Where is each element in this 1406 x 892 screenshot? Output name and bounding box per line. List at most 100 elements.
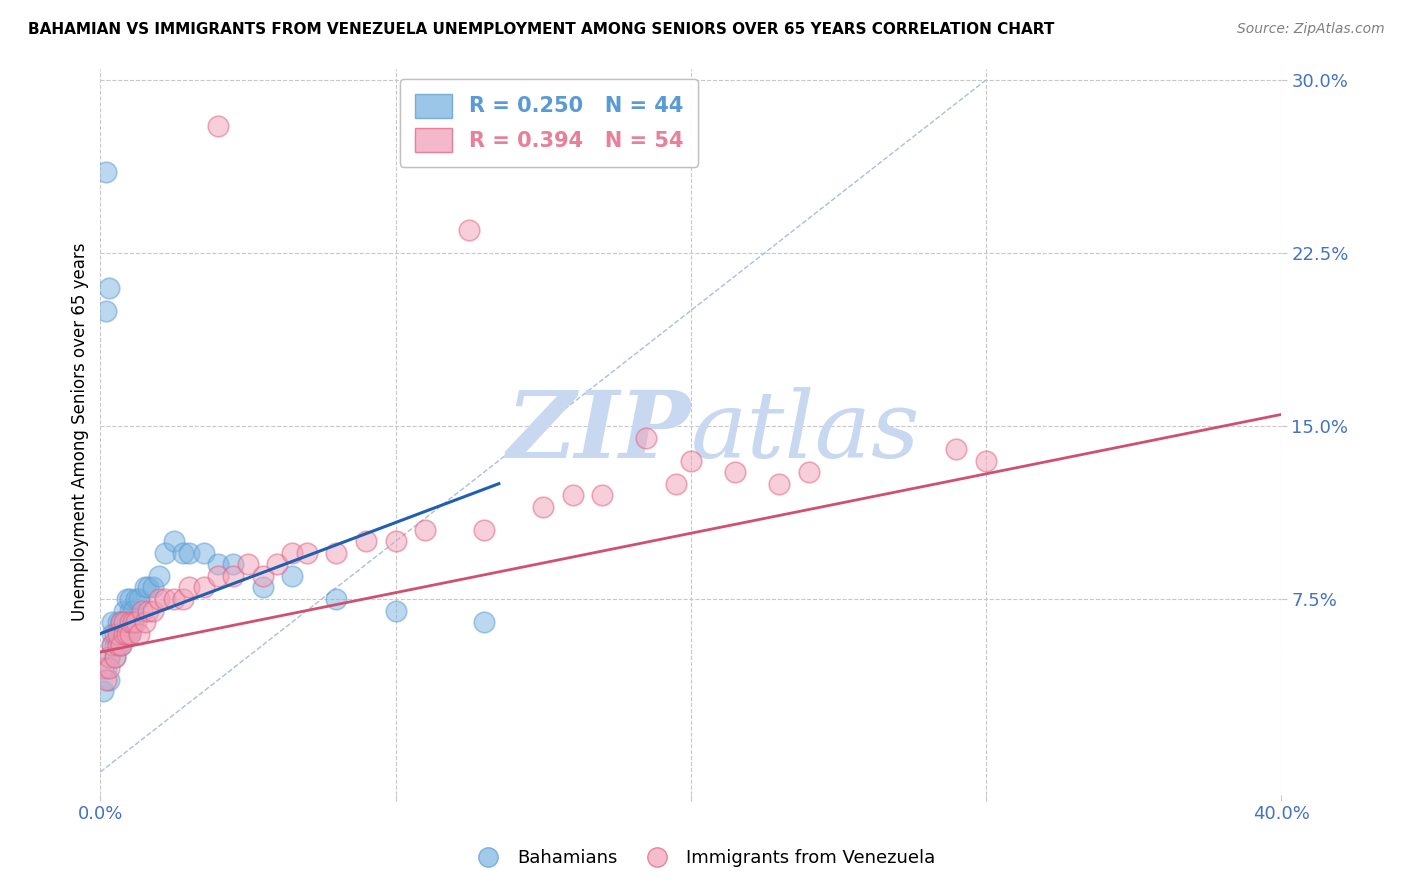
Point (266, 558, 288, 572)
Point (118, 626, 141, 640)
Point (163, 534, 186, 549)
Y-axis label: Unemployment Among Seniors over 65 years: Unemployment Among Seniors over 65 years (72, 243, 89, 621)
Point (281, 569, 304, 583)
Point (134, 581, 156, 595)
Point (118, 626, 141, 640)
Point (797, 465, 820, 479)
Point (172, 592, 194, 607)
Point (281, 546, 304, 560)
Point (115, 592, 138, 607)
Point (207, 558, 229, 572)
Point (354, 534, 377, 549)
Text: BAHAMIAN VS IMMIGRANTS FROM VENEZUELA UNEMPLOYMENT AMONG SENIORS OVER 65 YEARS C: BAHAMIAN VS IMMIGRANTS FROM VENEZUELA UN… (28, 22, 1054, 37)
Point (118, 603, 141, 617)
Point (107, 626, 129, 640)
Point (768, 476, 790, 491)
Point (155, 592, 177, 607)
Point (112, 626, 135, 640)
Point (207, 119, 229, 133)
Point (193, 581, 215, 595)
Point (96, 165, 118, 179)
Point (172, 546, 194, 560)
Point (325, 592, 347, 607)
Point (222, 569, 245, 583)
Text: ZIP: ZIP (506, 387, 690, 477)
Legend: R = 0.250   N = 44, R = 0.394   N = 54: R = 0.250 N = 44, R = 0.394 N = 54 (401, 78, 697, 167)
Point (591, 488, 613, 502)
Point (96, 303, 118, 318)
Point (561, 488, 583, 502)
Point (115, 626, 138, 640)
Point (110, 638, 132, 652)
Point (104, 626, 127, 640)
Point (131, 603, 153, 617)
Point (118, 615, 141, 629)
Point (110, 615, 132, 629)
Point (91, 661, 114, 675)
Point (121, 603, 143, 617)
Point (472, 523, 495, 537)
Point (724, 465, 747, 479)
Point (110, 626, 132, 640)
Point (325, 546, 347, 560)
Point (384, 603, 406, 617)
Point (121, 615, 143, 629)
Point (128, 592, 150, 607)
Point (134, 615, 156, 629)
Point (472, 615, 495, 629)
Point (98, 649, 121, 664)
Point (236, 558, 259, 572)
Point (104, 638, 127, 652)
Point (665, 476, 688, 491)
Point (112, 615, 135, 629)
Point (107, 626, 129, 640)
Point (101, 638, 124, 652)
Point (112, 603, 135, 617)
Point (207, 569, 229, 583)
Point (98, 661, 121, 675)
Point (118, 592, 141, 607)
Point (112, 626, 135, 640)
Point (121, 615, 143, 629)
Point (679, 453, 702, 467)
Point (974, 453, 997, 467)
Point (125, 592, 148, 607)
Point (98, 280, 121, 294)
Point (110, 638, 132, 652)
Point (107, 615, 129, 629)
Point (98, 649, 121, 664)
Point (193, 546, 215, 560)
Point (136, 603, 159, 617)
Point (96, 661, 118, 675)
Point (101, 626, 124, 640)
Point (125, 615, 148, 629)
Point (115, 615, 138, 629)
Point (101, 638, 124, 652)
Point (295, 546, 318, 560)
Point (110, 615, 132, 629)
Point (177, 546, 200, 560)
Point (252, 569, 274, 583)
Point (128, 626, 150, 640)
Point (413, 523, 436, 537)
Point (945, 442, 967, 456)
Point (636, 431, 658, 445)
Point (104, 649, 127, 664)
Point (148, 592, 170, 607)
Point (177, 581, 200, 595)
Point (531, 500, 554, 514)
Point (101, 615, 124, 629)
Point (91, 684, 114, 698)
Point (96, 673, 118, 687)
Point (252, 581, 274, 595)
Point (163, 592, 186, 607)
Point (107, 638, 129, 652)
Legend: Bahamians, Immigrants from Venezuela: Bahamians, Immigrants from Venezuela (463, 842, 943, 874)
Point (136, 581, 159, 595)
Point (142, 603, 165, 617)
Point (104, 649, 127, 664)
Point (155, 546, 177, 560)
Point (222, 558, 245, 572)
Point (98, 673, 121, 687)
Text: Source: ZipAtlas.com: Source: ZipAtlas.com (1237, 22, 1385, 37)
